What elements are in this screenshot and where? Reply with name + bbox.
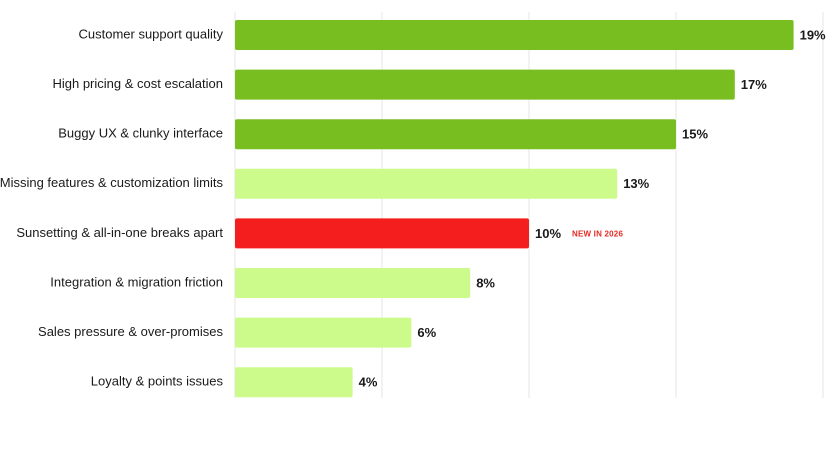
category-label: High pricing & cost escalation [52,76,223,91]
bar [235,69,735,100]
category-label: Customer support quality [78,26,223,41]
value-label: 10% [535,226,561,241]
value-label: 17% [741,77,767,92]
value-label: 4% [359,375,378,390]
bar [235,119,676,150]
value-label: 15% [682,127,708,142]
category-label: Sunsetting & all-in-one breaks apart [16,225,223,240]
bars [235,20,794,398]
labels: Customer support quality 19% High pricing … [0,26,826,389]
value-label: 19% [800,27,826,42]
bar [235,20,794,50]
value-label: 6% [417,325,436,340]
category-label: Loyalty & points issues [91,374,224,389]
value-label: 13% [623,176,649,191]
category-label: Buggy UX & clunky interface [58,126,223,141]
value-label: 8% [476,275,495,290]
bar [235,317,412,348]
category-label: Missing features & customization limits [0,175,223,190]
bar [235,367,353,398]
category-label: Sales pressure & over-promises [38,324,223,339]
bar [235,218,529,249]
category-label: Integration & migration friction [50,274,223,289]
annotation-label: NEW IN 2026 [572,230,623,239]
bar [235,268,471,298]
bar [235,168,618,199]
